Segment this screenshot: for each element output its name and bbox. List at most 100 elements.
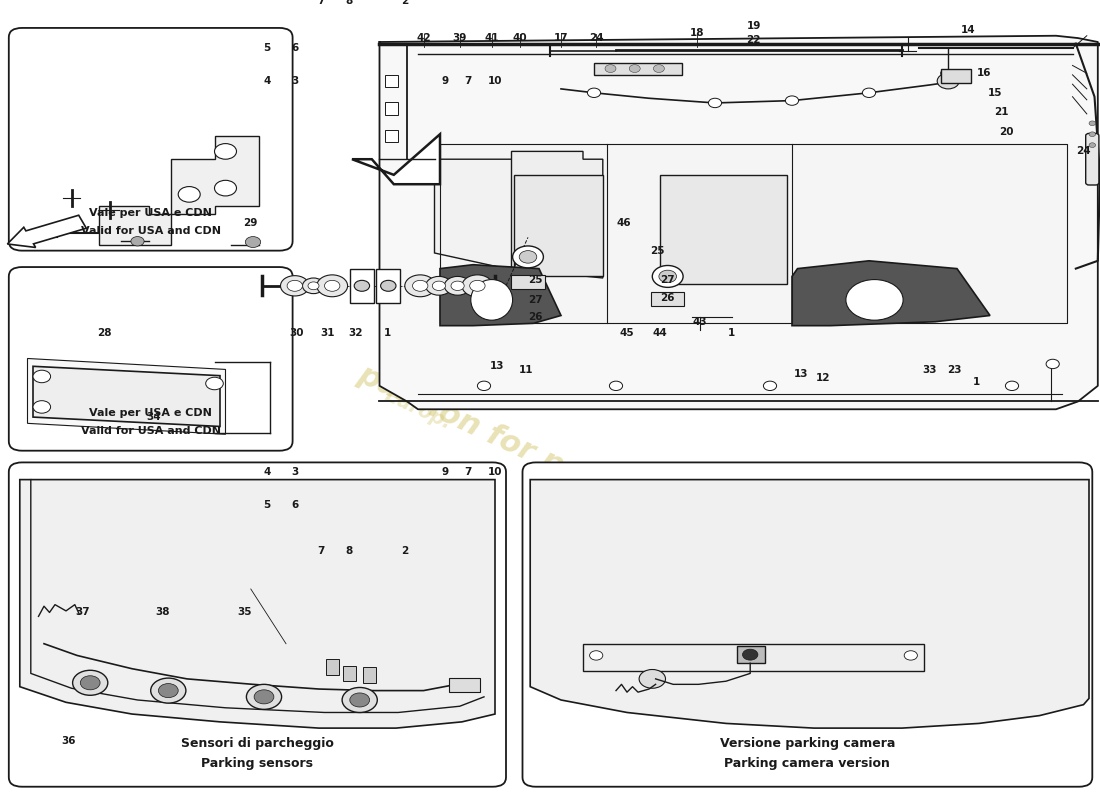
FancyBboxPatch shape [1086, 134, 1099, 185]
Text: 11: 11 [518, 366, 534, 375]
Polygon shape [530, 480, 1089, 728]
Text: 2: 2 [402, 546, 408, 557]
Text: 21: 21 [993, 107, 1009, 118]
Circle shape [206, 378, 223, 390]
Text: 17: 17 [553, 33, 569, 43]
Circle shape [470, 280, 485, 291]
Text: 13: 13 [490, 362, 505, 371]
FancyBboxPatch shape [9, 28, 293, 250]
Polygon shape [792, 261, 990, 326]
Text: 10: 10 [487, 76, 503, 86]
Text: 1: 1 [384, 328, 390, 338]
Text: Valid for USA and CDN: Valid for USA and CDN [80, 426, 221, 436]
Text: Parking sensors: Parking sensors [201, 757, 313, 770]
Text: 15: 15 [988, 88, 1003, 98]
Text: 5: 5 [264, 500, 271, 510]
Circle shape [308, 282, 319, 290]
Circle shape [1089, 143, 1096, 147]
Text: 31: 31 [320, 328, 336, 338]
Text: 26: 26 [660, 294, 675, 303]
Text: 37: 37 [75, 607, 90, 618]
Circle shape [324, 280, 340, 291]
Text: 1: 1 [728, 328, 735, 338]
Bar [651, 292, 684, 306]
Text: 6: 6 [292, 43, 298, 54]
Circle shape [354, 280, 370, 291]
Circle shape [350, 693, 370, 707]
Circle shape [245, 237, 261, 247]
Circle shape [342, 687, 377, 713]
Circle shape [1005, 381, 1019, 390]
Text: 4: 4 [264, 466, 271, 477]
Text: 13: 13 [793, 369, 808, 379]
Polygon shape [99, 136, 258, 245]
Circle shape [33, 370, 51, 382]
Circle shape [178, 186, 200, 202]
Circle shape [254, 690, 274, 704]
Text: 3: 3 [292, 76, 298, 86]
Circle shape [432, 281, 446, 290]
Bar [737, 646, 764, 663]
Text: 42: 42 [416, 33, 431, 43]
Circle shape [405, 275, 436, 297]
Text: 46: 46 [616, 218, 631, 228]
Circle shape [246, 684, 282, 710]
Text: 1: 1 [974, 377, 980, 387]
Text: Vale per USA e CDN: Vale per USA e CDN [89, 208, 212, 218]
Text: 12: 12 [815, 373, 830, 383]
Polygon shape [434, 159, 561, 269]
Text: 28: 28 [97, 328, 112, 338]
Text: 7: 7 [464, 76, 471, 86]
Text: 18: 18 [690, 28, 705, 38]
Circle shape [73, 670, 108, 695]
Circle shape [763, 381, 777, 390]
Text: 26: 26 [528, 312, 543, 322]
Text: 8: 8 [345, 546, 352, 557]
Bar [385, 75, 398, 87]
Circle shape [609, 381, 623, 390]
Text: 24: 24 [1076, 146, 1091, 156]
Circle shape [587, 88, 601, 98]
Ellipse shape [846, 279, 903, 320]
Text: Europ.: Europ. [382, 386, 454, 433]
Text: 44: 44 [652, 328, 668, 338]
Text: 3: 3 [292, 466, 298, 477]
Text: 25: 25 [650, 246, 666, 257]
Text: 43: 43 [692, 317, 707, 326]
Circle shape [904, 650, 917, 660]
Ellipse shape [471, 279, 513, 320]
Circle shape [131, 237, 144, 246]
Text: 27: 27 [528, 295, 543, 305]
Circle shape [280, 276, 309, 296]
Text: 9: 9 [442, 466, 449, 477]
Circle shape [708, 98, 722, 108]
Text: Sensori di parcheggio: Sensori di parcheggio [182, 738, 333, 750]
Bar [350, 269, 374, 303]
Circle shape [80, 676, 100, 690]
Circle shape [444, 277, 471, 295]
Text: 41: 41 [484, 33, 499, 43]
Circle shape [451, 281, 464, 290]
FancyBboxPatch shape [9, 267, 293, 450]
Text: 2: 2 [402, 0, 408, 6]
Text: Valid for USA and CDN: Valid for USA and CDN [80, 226, 221, 236]
Circle shape [426, 277, 452, 295]
Polygon shape [440, 265, 561, 326]
Text: 19: 19 [746, 22, 761, 31]
Circle shape [412, 280, 428, 291]
Circle shape [151, 678, 186, 703]
Circle shape [937, 74, 959, 89]
Text: 24: 24 [588, 33, 604, 43]
Polygon shape [594, 63, 682, 75]
Text: 4: 4 [264, 76, 271, 86]
Text: 14: 14 [960, 26, 976, 35]
Text: 38: 38 [155, 607, 170, 618]
Text: passion for parts shop.com: passion for parts shop.com [353, 360, 791, 584]
Polygon shape [352, 134, 440, 184]
Text: 9: 9 [442, 76, 449, 86]
Circle shape [214, 143, 236, 159]
Circle shape [519, 250, 537, 263]
Text: Vale per USA e CDN: Vale per USA e CDN [89, 408, 212, 418]
Text: 20: 20 [999, 127, 1014, 137]
Bar [449, 678, 480, 692]
